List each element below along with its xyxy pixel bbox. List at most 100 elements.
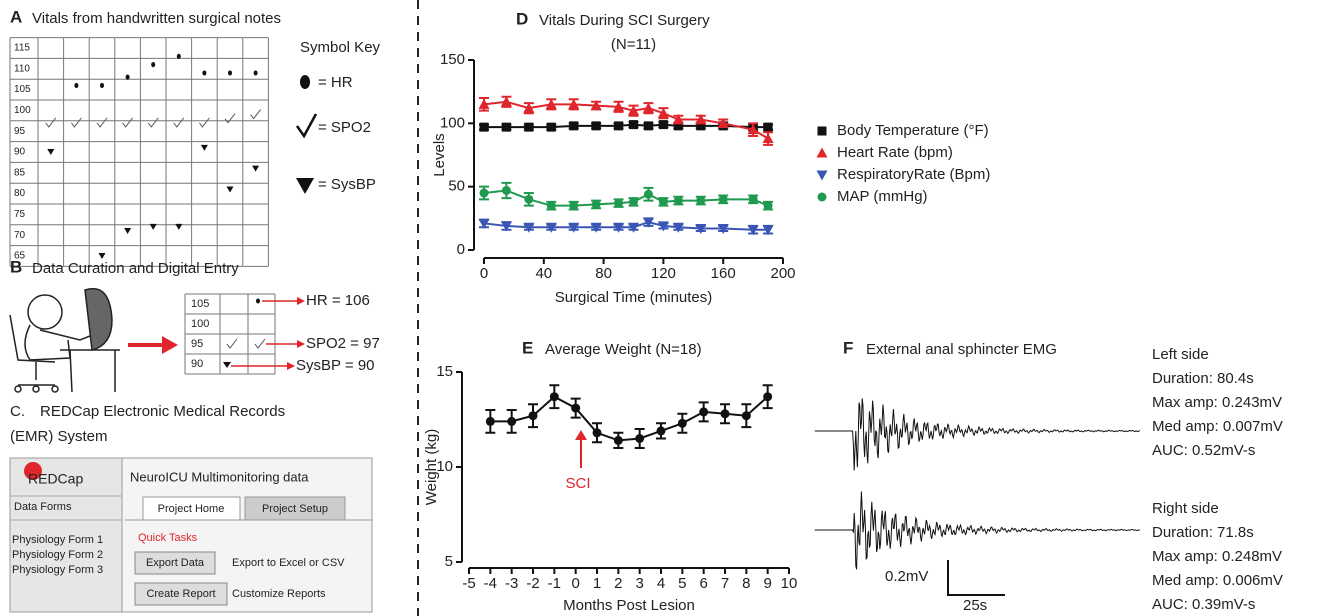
sysbp-mark	[47, 149, 55, 155]
x-tick-label: 10	[781, 575, 798, 592]
marker	[524, 122, 534, 132]
annotation: SCI	[565, 475, 590, 492]
emg-stat: Max amp: 0.243mV	[1152, 394, 1282, 411]
button[interactable]	[134, 582, 228, 606]
marker	[569, 121, 579, 131]
panel-label: F	[843, 338, 853, 357]
sysbp-mark	[98, 253, 106, 259]
x-tick-label: 120	[651, 265, 676, 282]
key-label: = HR	[318, 74, 353, 91]
spo2-mark	[71, 117, 82, 128]
row-label: 70	[14, 230, 26, 241]
marker	[718, 194, 728, 204]
marker	[677, 418, 687, 428]
entry-arrow-head	[287, 362, 295, 370]
x-tick-label: 40	[535, 265, 552, 282]
sysbp-mark	[252, 165, 260, 172]
marker	[524, 194, 534, 204]
marker	[501, 185, 511, 195]
entry-label: SPO2 = 97	[306, 335, 380, 352]
marker	[478, 98, 490, 109]
panel-title: (EMR) System	[10, 428, 108, 445]
panel-label: E	[522, 338, 533, 357]
spo2-symbol	[295, 113, 318, 139]
marker	[569, 201, 579, 211]
row-label: 95	[14, 126, 26, 137]
sidebar-item[interactable]: Physiology Form 2	[12, 549, 103, 561]
legend-label: Heart Rate (bpm)	[837, 144, 953, 161]
hr-mark	[74, 82, 79, 89]
marker	[479, 188, 489, 198]
legend-marker	[816, 170, 828, 181]
legend-marker	[817, 192, 827, 202]
marker	[762, 225, 774, 236]
marker	[762, 133, 774, 144]
marker	[546, 201, 556, 211]
marker	[642, 217, 654, 228]
legend-label: Body Temperature (°F)	[837, 122, 989, 139]
hr-mark	[100, 82, 104, 89]
marker	[614, 198, 624, 208]
x-tick-label: 0	[480, 265, 488, 282]
hr-mark	[125, 74, 130, 80]
emg-stat: Left side	[1152, 346, 1209, 363]
button-label[interactable]: Export Data	[146, 557, 205, 569]
sidebar-item[interactable]: Physiology Form 1	[12, 534, 103, 546]
entry-arrow-head	[297, 340, 305, 348]
panel-title: Data Curation and Digital Entry	[32, 260, 239, 277]
x-axis-label: Surgical Time (minutes)	[555, 289, 713, 306]
y-axis-label: Levels	[431, 133, 448, 176]
annotation-arrow-head	[575, 430, 587, 440]
marker	[523, 102, 535, 113]
marker	[501, 122, 511, 132]
panel-label: A	[10, 7, 22, 26]
x-tick-label: -2	[526, 575, 539, 592]
legend-label: MAP (mmHg)	[837, 188, 928, 205]
sysbp-mark	[149, 223, 157, 230]
row-label: 115	[14, 43, 30, 54]
sysbp-mark	[124, 228, 132, 235]
sidebar-item[interactable]: Physiology Form 3	[12, 564, 103, 576]
x-tick-label: 2	[614, 575, 622, 592]
x-tick-label: 200	[770, 265, 795, 282]
marker	[568, 222, 580, 233]
x-tick-label: 160	[711, 265, 736, 282]
x-tick-label: 5	[678, 575, 686, 592]
x-tick-label: -3	[505, 575, 518, 592]
entry-arrow-head	[297, 297, 305, 305]
marker	[717, 117, 729, 128]
marker	[748, 194, 758, 204]
marker	[763, 392, 773, 402]
vitals-chart: D Vitals During SCI Surgery (N=11) Surgical…	[431, 9, 990, 305]
button-label[interactable]: Create Report	[146, 588, 215, 600]
action-text: Customize Reports	[232, 588, 326, 600]
marker	[763, 201, 773, 211]
row-label: 105	[14, 84, 31, 95]
x-tick-label: 8	[742, 575, 750, 592]
emg-stats: Left side Duration: 80.4s Max amp: 0.243mV…	[1152, 346, 1283, 613]
marker	[590, 222, 602, 233]
marker	[545, 222, 557, 233]
sysbp-symbol	[223, 362, 231, 368]
spo2-mark	[45, 117, 57, 128]
marker	[628, 222, 639, 233]
marker	[590, 100, 602, 111]
row-label: 100	[14, 105, 31, 116]
emg-stat: AUC: 0.52mV-s	[1152, 442, 1255, 459]
button[interactable]	[134, 551, 216, 575]
panel-title: REDCap Electronic Medical Records	[40, 403, 285, 420]
flow-arrow-head	[162, 336, 178, 354]
marker	[549, 392, 559, 402]
marker	[592, 428, 602, 438]
tab-label[interactable]: Project Setup	[262, 503, 328, 515]
marker	[672, 222, 684, 233]
emg-trace-left	[814, 398, 1141, 471]
entry-label: SysBP = 90	[296, 357, 375, 374]
marker	[528, 411, 538, 421]
legend-marker	[816, 147, 828, 158]
marker	[695, 114, 707, 125]
tab-label[interactable]: Project Home	[158, 503, 225, 515]
y-tick-label: 100	[440, 114, 465, 131]
marker	[673, 196, 683, 206]
emg-trace-right	[814, 491, 1140, 570]
